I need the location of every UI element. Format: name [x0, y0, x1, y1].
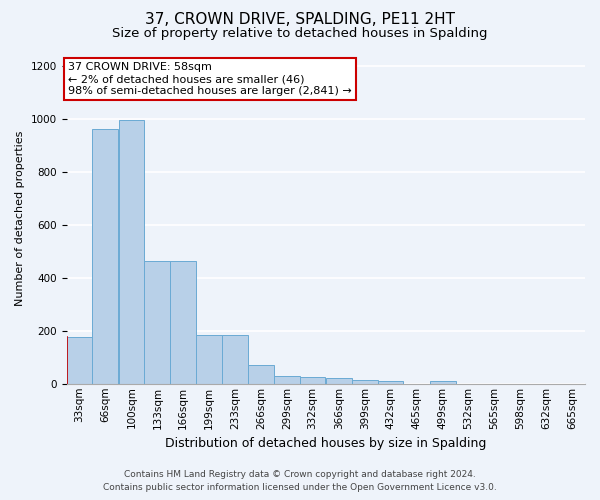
- Bar: [352, 380, 377, 384]
- Bar: [119, 120, 145, 384]
- Text: Size of property relative to detached houses in Spalding: Size of property relative to detached ho…: [112, 28, 488, 40]
- Bar: [145, 260, 170, 384]
- Bar: [274, 376, 299, 384]
- Y-axis label: Number of detached properties: Number of detached properties: [15, 130, 25, 306]
- X-axis label: Distribution of detached houses by size in Spalding: Distribution of detached houses by size …: [165, 437, 487, 450]
- Bar: [223, 334, 248, 384]
- Bar: [377, 381, 403, 384]
- Bar: [326, 378, 352, 384]
- Bar: [67, 338, 92, 384]
- Bar: [248, 365, 274, 384]
- Bar: [196, 334, 221, 384]
- Bar: [92, 130, 118, 384]
- Bar: [170, 260, 196, 384]
- Text: Contains HM Land Registry data © Crown copyright and database right 2024.
Contai: Contains HM Land Registry data © Crown c…: [103, 470, 497, 492]
- Text: 37, CROWN DRIVE, SPALDING, PE11 2HT: 37, CROWN DRIVE, SPALDING, PE11 2HT: [145, 12, 455, 28]
- Bar: [430, 381, 455, 384]
- Bar: [299, 377, 325, 384]
- Text: 37 CROWN DRIVE: 58sqm
← 2% of detached houses are smaller (46)
98% of semi-detac: 37 CROWN DRIVE: 58sqm ← 2% of detached h…: [68, 62, 352, 96]
